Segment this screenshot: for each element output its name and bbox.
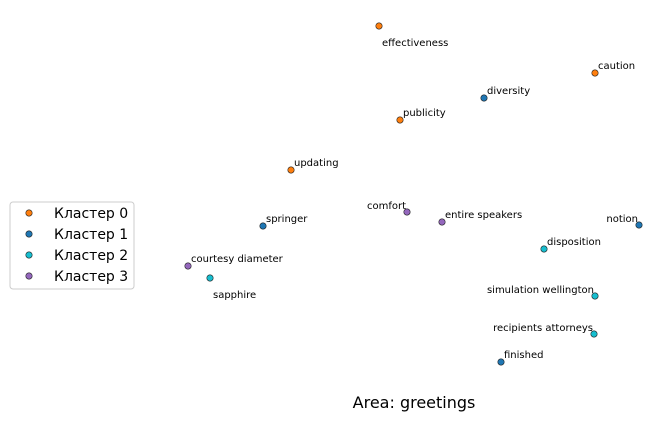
point-label: springer (266, 214, 308, 225)
point-label: disposition (547, 237, 601, 248)
point-caution (591, 69, 599, 77)
legend-entry: Кластер 0 (54, 206, 128, 222)
legend-marker (25, 272, 33, 280)
point-recipients-attorneys (590, 330, 598, 338)
point-label: caution (598, 61, 635, 72)
point-label: finished (504, 350, 543, 361)
labels-layer: effectiveness caution publicity updating div… (191, 38, 638, 361)
point-diversity (480, 94, 488, 102)
point-springer (259, 222, 267, 230)
point-simulation-wellington (591, 292, 599, 300)
point-disposition (540, 245, 548, 253)
point-label: comfort (367, 201, 406, 212)
legend-frame (9, 201, 135, 290)
point-finished (497, 358, 505, 366)
point-label: recipients attorneys (493, 323, 593, 334)
legend: Кластер 0 Кластер 1 Кластер 2 Кластер 3 (9, 201, 135, 290)
point-notion (635, 221, 643, 229)
point-label: notion (606, 214, 638, 225)
legend-marker (25, 230, 33, 238)
point-label: entire speakers (445, 210, 522, 221)
point-sapphire (206, 274, 214, 282)
point-updating (287, 166, 295, 174)
point-comfort (403, 208, 411, 216)
point-label: courtesy diameter (191, 254, 284, 265)
point-label: updating (294, 158, 339, 169)
point-label: effectiveness (382, 38, 448, 49)
point-entire-speakers (438, 218, 446, 226)
point-courtesy-diameter (184, 262, 192, 270)
legend-entry: Кластер 2 (54, 248, 128, 264)
point-label: sapphire (213, 290, 256, 301)
legend-entry: Кластер 3 (54, 269, 128, 285)
point-label: diversity (487, 86, 530, 97)
point-label: simulation wellington (487, 285, 594, 296)
legend-marker (25, 209, 33, 217)
point-publicity (396, 116, 404, 124)
legend-marker (25, 251, 33, 259)
legend-entry: Кластер 1 (54, 227, 128, 243)
point-label: publicity (403, 108, 446, 119)
chart-caption: Area: greetings (353, 393, 476, 412)
point-effectiveness (375, 22, 383, 30)
points-layer (184, 22, 643, 366)
